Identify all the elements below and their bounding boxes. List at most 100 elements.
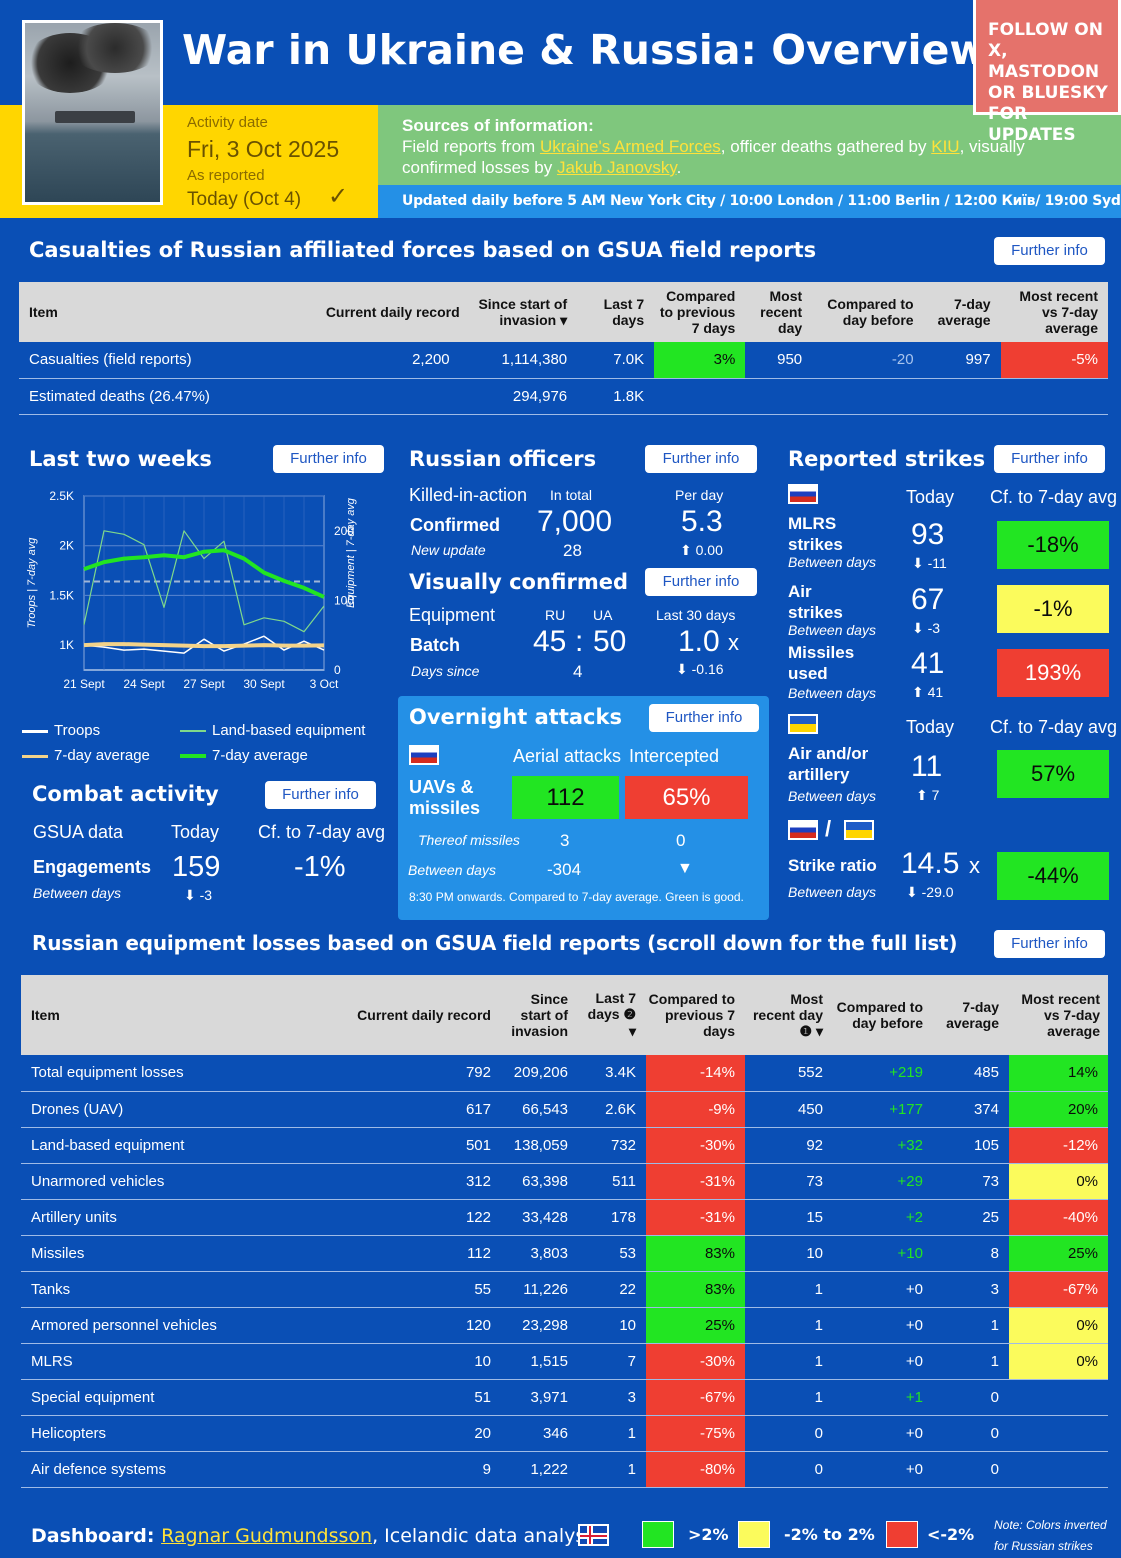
as-reported-label: As reported bbox=[187, 167, 265, 184]
strikes-today-label: Today bbox=[906, 717, 955, 737]
cell-avg7: 485 bbox=[933, 1055, 1009, 1092]
cell-avg7: 8 bbox=[933, 1235, 1009, 1272]
update-schedule: Updated daily before 5 AM New York City … bbox=[402, 193, 1121, 209]
col-last7: Last 7 days bbox=[577, 282, 655, 342]
col-compared-day: Compared to day before bbox=[812, 282, 924, 342]
equipment-label: Equipment bbox=[409, 605, 496, 625]
officers-per-day: 5.3 bbox=[681, 505, 723, 538]
cell-since: 23,298 bbox=[501, 1307, 578, 1344]
cell-last7: 178 bbox=[578, 1199, 646, 1236]
cell-vsavg: 14% bbox=[1009, 1055, 1108, 1092]
strike-ratio-change: ⬇ -29.0 bbox=[906, 884, 954, 900]
officers-further-info-button[interactable]: Further info bbox=[645, 445, 757, 473]
col-most-recent[interactable]: Most recent day ❶ ▾ bbox=[745, 975, 833, 1055]
days-since-value: 4 bbox=[573, 662, 583, 681]
casualties-table: Item Current daily record Since start of… bbox=[19, 282, 1108, 415]
cell-record: 51 bbox=[311, 1379, 501, 1416]
cell-item: Missiles bbox=[21, 1235, 311, 1272]
cell-item: Tanks bbox=[21, 1271, 311, 1308]
between-days-label: Between days bbox=[788, 788, 876, 804]
legend-troops: Troops bbox=[54, 722, 101, 739]
cell-cmpday: +0 bbox=[833, 1415, 933, 1452]
equipment-further-info-button[interactable]: Further info bbox=[994, 930, 1105, 958]
legend-green-swatch bbox=[642, 1521, 674, 1548]
link-armed-forces[interactable]: Ukraine's Armed Forces bbox=[539, 137, 721, 156]
cell-vsavg: 0% bbox=[1009, 1163, 1108, 1200]
author-link[interactable]: Ragnar Gudmundsson bbox=[161, 1525, 373, 1547]
col-last7[interactable]: Last 7 days ❷ ▾ bbox=[578, 975, 646, 1055]
russia-flag-icon bbox=[788, 820, 818, 840]
mlrs-strikes-pct: -18% bbox=[997, 521, 1109, 569]
col-item: Item bbox=[19, 282, 283, 342]
col-compared-prev7: Compared to previous 7 days bbox=[646, 975, 745, 1055]
confirmed-label: Confirmed bbox=[410, 515, 500, 535]
cell-avg7: 25 bbox=[933, 1199, 1009, 1236]
cell-since: 11,226 bbox=[501, 1271, 578, 1308]
cell-last7: 1 bbox=[578, 1415, 646, 1452]
two-weeks-further-info-button[interactable]: Further info bbox=[273, 445, 384, 473]
link-kiu[interactable]: KIU bbox=[931, 137, 960, 156]
kia-label: Killed-in-action bbox=[409, 485, 528, 505]
col-since-start[interactable]: Since start of invasion ▾ bbox=[459, 282, 578, 342]
air-strikes-pct: -1% bbox=[997, 585, 1109, 633]
table-row: Land-based equipment 501 138,059 732 -30% 92 +… bbox=[21, 1127, 1108, 1164]
visual-title: Visually confirmed bbox=[409, 570, 629, 594]
y-axis-label-left: Troops | 7-day avg bbox=[26, 537, 38, 629]
cell-item: Special equipment bbox=[21, 1379, 311, 1416]
table-row: Air defence systems 9 1,222 1 -80% 0 +0 0 bbox=[21, 1451, 1108, 1488]
follow-box[interactable]: FOLLOW ON X, MASTODON OR BLUESKY FOR UPD… bbox=[973, 0, 1121, 145]
ua-value: 50 bbox=[593, 625, 627, 658]
col-item: Item bbox=[21, 975, 311, 1055]
cell-since: 63,398 bbox=[501, 1163, 578, 1200]
chart-legend: Troops 7-day average bbox=[22, 718, 150, 768]
cell-since: 138,059 bbox=[501, 1127, 578, 1164]
col-since-start: Since start of invasion bbox=[501, 975, 578, 1055]
new-update-value: 28 bbox=[563, 541, 582, 560]
engagements-between: ⬇ -3 bbox=[184, 887, 213, 903]
between-days-label: Between days bbox=[788, 884, 876, 900]
cell-cmp7: -30% bbox=[646, 1127, 745, 1164]
legend-red-swatch bbox=[886, 1521, 918, 1548]
cell-vsavg: 0% bbox=[1009, 1343, 1108, 1380]
col-most-recent: Most recent day bbox=[745, 282, 813, 342]
cell-item: Unarmored vehicles bbox=[21, 1163, 311, 1200]
combat-further-info-button[interactable]: Further info bbox=[265, 781, 376, 809]
cell-cmpday: +0 bbox=[833, 1343, 933, 1380]
casualties-further-info-button[interactable]: Further info bbox=[994, 237, 1105, 265]
cell-recent: 450 bbox=[745, 1091, 833, 1128]
ua-label: UA bbox=[593, 607, 613, 623]
col-compared-prev7: Compared to previous 7 days bbox=[654, 282, 746, 342]
cell-last7: 1 bbox=[578, 1451, 646, 1488]
activity-date: Fri, 3 Oct 2025 bbox=[187, 136, 340, 162]
air-artillery-pct: 57% bbox=[997, 750, 1109, 798]
cell-cmpday: +10 bbox=[833, 1235, 933, 1272]
cell-recent: 73 bbox=[745, 1163, 833, 1200]
cell-cmpday: +177 bbox=[833, 1091, 933, 1128]
overnight-title: Overnight attacks bbox=[409, 705, 622, 729]
batch-label: Batch bbox=[410, 635, 461, 655]
cell-since: 66,543 bbox=[501, 1091, 578, 1128]
overnight-further-info-button[interactable]: Further info bbox=[649, 704, 759, 732]
table-row: Casualties (field reports) 2,200 1,114,3… bbox=[19, 342, 1108, 379]
ukraine-flag-icon bbox=[788, 714, 818, 734]
mlrs-strikes-change: ⬇ -11 bbox=[912, 555, 947, 571]
cell-cmp7: -30% bbox=[646, 1343, 745, 1380]
cell-record: 122 bbox=[311, 1199, 501, 1236]
strikes-further-info-button[interactable]: Further info bbox=[994, 445, 1105, 473]
per-day-change: ⬆ 0.00 bbox=[680, 542, 723, 558]
cell-last7: 511 bbox=[578, 1163, 646, 1200]
cell-item: Drones (UAV) bbox=[21, 1091, 311, 1128]
footer-note: Note: Colors inverted for Russian strike… bbox=[994, 1518, 1107, 1553]
col-vs-avg: Most recent vs 7-day average bbox=[1009, 975, 1108, 1055]
cell-avg7: 73 bbox=[933, 1163, 1009, 1200]
down-triangle-icon: ▼ bbox=[677, 860, 693, 877]
visual-further-info-button[interactable]: Further info bbox=[645, 568, 757, 596]
aerial-label: Aerial attacks bbox=[513, 746, 622, 766]
link-jakub-janovsky[interactable]: Jakub Janovsky bbox=[556, 158, 677, 177]
cell-item: Total equipment losses bbox=[21, 1055, 311, 1092]
two-weeks-title: Last two weeks bbox=[29, 447, 212, 471]
ratio-colon: : bbox=[575, 625, 584, 658]
table-row: Tanks 55 11,226 22 83% 1 +0 3 -67% bbox=[21, 1271, 1108, 1308]
ukraine-flag-icon bbox=[844, 820, 874, 840]
table-row: Artillery units 122 33,428 178 -31% 15 +2 25 -40… bbox=[21, 1199, 1108, 1236]
